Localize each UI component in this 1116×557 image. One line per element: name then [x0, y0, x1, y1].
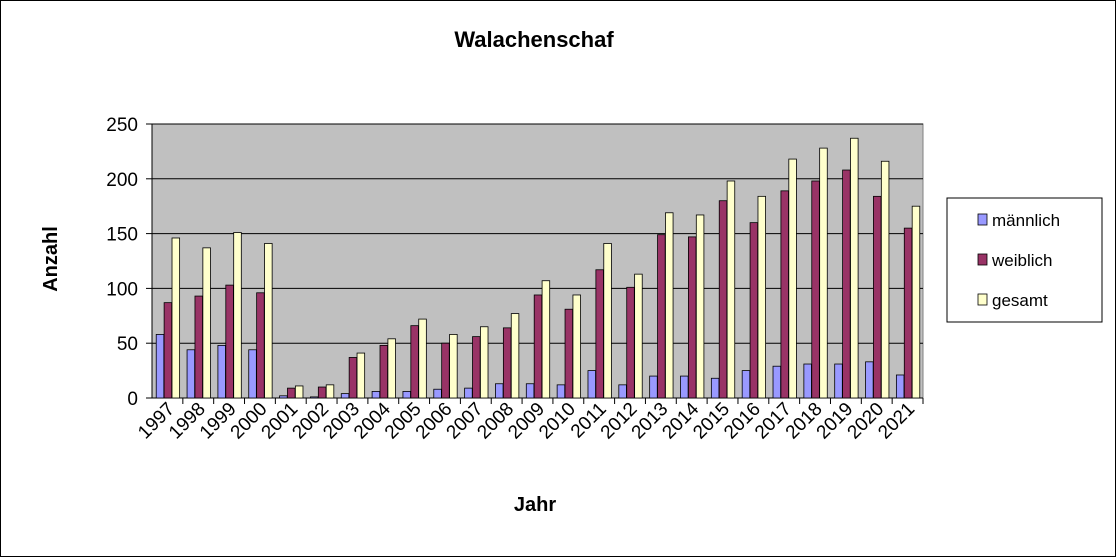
legend-label-männlich: männlich [992, 211, 1060, 230]
plot-area: 0501001502002501997199819992000200120022… [106, 115, 924, 444]
bar-gesamt-2004 [387, 338, 396, 399]
bar-gesamt-2000 [264, 243, 273, 399]
bar-weiblich-2006 [441, 342, 450, 399]
bar-weiblich-2009 [533, 294, 543, 399]
bar-männlich-2017 [772, 365, 782, 399]
bar-weiblich-2003 [348, 357, 358, 399]
bar-weiblich-2017 [780, 190, 789, 399]
x-tick-label: 2021 [874, 399, 919, 444]
legend-swatch-gesamt [977, 293, 988, 306]
chart-title: Walachenschaf [454, 27, 614, 52]
bar-gesamt-2014 [695, 214, 705, 399]
bar-männlich-2014 [680, 375, 689, 399]
bar-gesamt-2013 [665, 212, 674, 399]
x-axis-label: Jahr [514, 494, 556, 516]
bar-gesamt-2017 [788, 158, 797, 399]
legend-label-gesamt: gesamt [992, 291, 1048, 310]
bar-gesamt-2003 [356, 352, 366, 399]
y-tick-label: 250 [106, 115, 138, 136]
bar-männlich-1998 [186, 349, 196, 399]
bar-weiblich-2016 [749, 222, 759, 399]
bar-gesamt-2008 [510, 313, 520, 399]
bar-gesamt-2012 [634, 273, 643, 399]
bar-weiblich-2015 [718, 200, 728, 399]
bar-männlich-2002 [310, 396, 319, 399]
bar-weiblich-2007 [472, 336, 481, 399]
bar-gesamt-2007 [480, 326, 489, 399]
bar-gesamt-2005 [418, 318, 427, 399]
bar-gesamt-1998 [202, 247, 211, 399]
bar-gesamt-2019 [850, 137, 859, 399]
bar-weiblich-1998 [194, 295, 203, 399]
y-tick-label: 50 [117, 334, 138, 355]
bar-weiblich-2000 [256, 292, 265, 399]
bar-männlich-2012 [618, 384, 627, 399]
legend-box [946, 197, 1103, 323]
bar-gesamt-2016 [757, 195, 766, 399]
bar-weiblich-1999 [225, 284, 234, 399]
y-axis-label: Anzahl [40, 226, 62, 292]
bar-männlich-2013 [649, 375, 658, 399]
bar-männlich-2010 [556, 384, 566, 399]
bar-weiblich-2010 [564, 308, 574, 399]
legend-label-weiblich: weiblich [991, 251, 1052, 270]
bar-gesamt-2020 [880, 160, 890, 399]
bar-männlich-2009 [525, 383, 535, 399]
bar-weiblich-2019 [842, 169, 851, 399]
bar-gesamt-1999 [233, 232, 242, 399]
bar-männlich-2003 [340, 393, 350, 399]
bar-männlich-2011 [587, 370, 596, 399]
bar-weiblich-2001 [287, 387, 296, 399]
bar-weiblich-2011 [595, 269, 604, 399]
bar-weiblich-2004 [379, 344, 388, 399]
legend: männlich weiblich gesamt [946, 197, 1103, 323]
bar-männlich-2000 [248, 349, 257, 399]
y-tick-label: 200 [106, 170, 138, 191]
bar-männlich-2019 [834, 363, 843, 399]
bar-gesamt-2018 [819, 147, 828, 399]
bar-gesamt-2002 [325, 384, 335, 399]
bar-weiblich-2005 [410, 325, 419, 399]
bar-weiblich-1997 [163, 302, 173, 399]
bar-männlich-2001 [279, 395, 288, 399]
y-tick-label: 150 [106, 225, 138, 246]
bar-männlich-2018 [803, 363, 812, 399]
bar-männlich-1999 [217, 344, 226, 399]
bar-weiblich-2008 [502, 327, 512, 399]
bar-weiblich-2014 [688, 236, 697, 399]
bar-männlich-2005 [402, 391, 411, 399]
y-tick-label: 0 [127, 389, 138, 410]
bar-weiblich-2012 [626, 286, 635, 399]
bar-weiblich-2021 [903, 227, 913, 399]
bar-gesamt-2021 [911, 205, 921, 399]
bar-männlich-2015 [710, 377, 720, 399]
bar-gesamt-2009 [541, 280, 551, 399]
bar-männlich-2021 [895, 374, 905, 399]
legend-swatch-männlich [977, 213, 988, 226]
bar-weiblich-2020 [873, 195, 882, 399]
bar-weiblich-2002 [317, 386, 327, 399]
bar-männlich-2004 [371, 391, 381, 399]
y-tick-label: 100 [106, 279, 138, 300]
bar-männlich-2006 [433, 388, 442, 399]
legend-swatch-weiblich [977, 253, 988, 266]
bar-gesamt-1997 [171, 237, 181, 399]
bar-weiblich-2013 [657, 234, 666, 399]
bar-gesamt-2015 [726, 180, 736, 399]
bar-männlich-1997 [155, 334, 165, 399]
bar-männlich-2020 [865, 361, 874, 399]
bar-männlich-2016 [741, 370, 751, 399]
bar-männlich-2008 [495, 383, 504, 399]
bar-gesamt-2001 [294, 385, 304, 399]
bar-gesamt-2011 [603, 243, 612, 399]
bar-weiblich-2018 [811, 180, 820, 399]
bar-gesamt-2006 [449, 334, 458, 399]
bar-gesamt-2010 [572, 294, 581, 399]
bar-männlich-2007 [464, 387, 473, 399]
